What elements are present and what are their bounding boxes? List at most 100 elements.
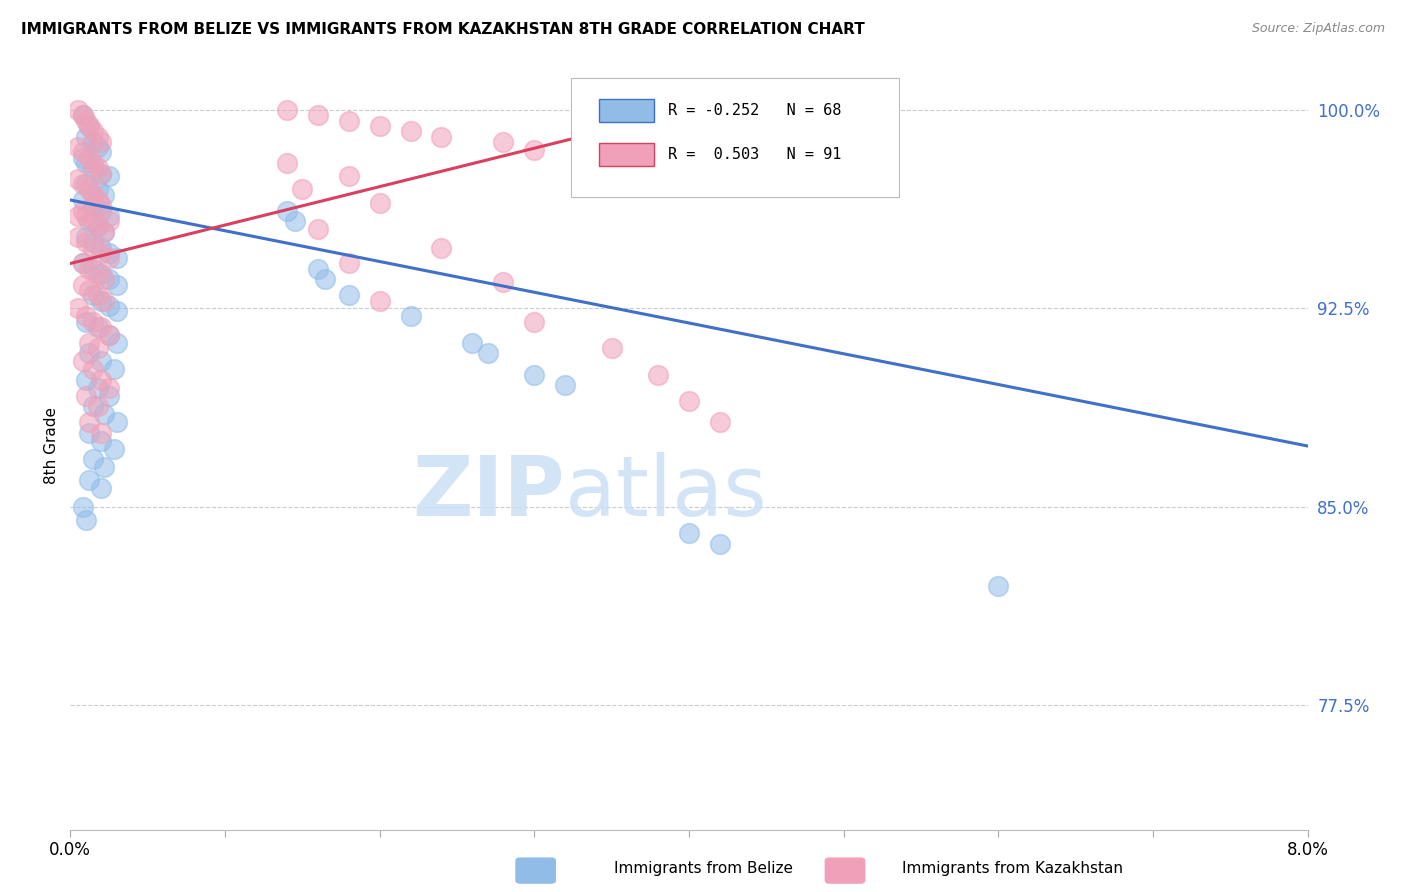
- Point: [67, 140, 90, 154]
- Point: [87, 267, 110, 281]
- Point: [82, 241, 105, 255]
- Point: [82, 156, 105, 170]
- Point: [75, 315, 97, 329]
- Point: [82, 315, 105, 329]
- Point: [461, 335, 484, 350]
- Point: [82, 261, 105, 276]
- Point: [77, 335, 100, 350]
- Point: [399, 124, 422, 138]
- Point: [492, 275, 515, 289]
- Point: [67, 171, 90, 186]
- Point: [523, 368, 546, 382]
- Point: [87, 219, 110, 234]
- Point: [75, 129, 97, 144]
- Point: [72, 108, 94, 122]
- Point: [90, 293, 112, 308]
- Point: [77, 151, 100, 165]
- FancyBboxPatch shape: [599, 143, 654, 166]
- Point: [90, 167, 112, 181]
- Point: [93, 187, 115, 202]
- Point: [82, 452, 105, 467]
- Point: [430, 129, 453, 144]
- Point: [98, 246, 120, 260]
- Point: [523, 143, 546, 157]
- Point: [77, 283, 100, 297]
- Point: [678, 526, 700, 541]
- Point: [337, 169, 360, 184]
- Point: [647, 368, 669, 382]
- Point: [93, 272, 115, 286]
- Point: [75, 310, 97, 324]
- Point: [90, 145, 112, 160]
- Y-axis label: 8th Grade: 8th Grade: [44, 408, 59, 484]
- Point: [987, 579, 1010, 593]
- Point: [75, 513, 97, 527]
- Point: [72, 151, 94, 165]
- Point: [90, 373, 112, 387]
- Point: [93, 225, 115, 239]
- Point: [98, 299, 120, 313]
- Point: [307, 108, 329, 122]
- Point: [600, 341, 623, 355]
- Text: ZIP: ZIP: [413, 451, 565, 533]
- Point: [87, 288, 110, 302]
- Point: [93, 460, 115, 475]
- Point: [82, 198, 105, 212]
- Point: [77, 214, 100, 228]
- Point: [75, 113, 97, 128]
- Point: [75, 235, 97, 250]
- Point: [98, 389, 120, 403]
- Point: [477, 346, 499, 360]
- Point: [87, 129, 110, 144]
- Point: [82, 187, 105, 202]
- Point: [82, 161, 105, 176]
- Point: [72, 108, 94, 122]
- Point: [82, 235, 105, 250]
- Point: [523, 315, 546, 329]
- Point: [276, 103, 298, 117]
- Point: [98, 209, 120, 223]
- Point: [87, 193, 110, 207]
- Point: [90, 198, 112, 212]
- Point: [82, 362, 105, 376]
- Point: [105, 335, 128, 350]
- Point: [307, 261, 329, 276]
- Point: [276, 203, 298, 218]
- Text: Immigrants from Belize: Immigrants from Belize: [613, 862, 793, 876]
- Point: [77, 119, 100, 133]
- Point: [82, 288, 105, 302]
- Point: [67, 301, 90, 316]
- Point: [90, 354, 112, 368]
- Point: [82, 135, 105, 149]
- Point: [75, 209, 97, 223]
- Point: [678, 394, 700, 409]
- Text: Source: ZipAtlas.com: Source: ZipAtlas.com: [1251, 22, 1385, 36]
- Point: [82, 400, 105, 414]
- Point: [98, 214, 120, 228]
- Point: [90, 481, 112, 495]
- Point: [276, 156, 298, 170]
- FancyBboxPatch shape: [599, 99, 654, 122]
- Point: [90, 434, 112, 448]
- Point: [105, 277, 128, 292]
- Point: [709, 537, 731, 551]
- Point: [82, 124, 105, 138]
- Point: [87, 140, 110, 154]
- Point: [72, 145, 94, 160]
- FancyBboxPatch shape: [571, 78, 900, 197]
- Point: [75, 156, 97, 170]
- Point: [98, 327, 120, 342]
- Point: [75, 373, 97, 387]
- Point: [98, 327, 120, 342]
- Point: [337, 256, 360, 270]
- Point: [98, 251, 120, 265]
- Point: [87, 161, 110, 176]
- Point: [105, 304, 128, 318]
- Point: [90, 246, 112, 260]
- Point: [105, 415, 128, 429]
- Point: [87, 320, 110, 334]
- Point: [337, 288, 360, 302]
- Point: [87, 400, 110, 414]
- Point: [368, 195, 391, 210]
- Point: [103, 442, 125, 456]
